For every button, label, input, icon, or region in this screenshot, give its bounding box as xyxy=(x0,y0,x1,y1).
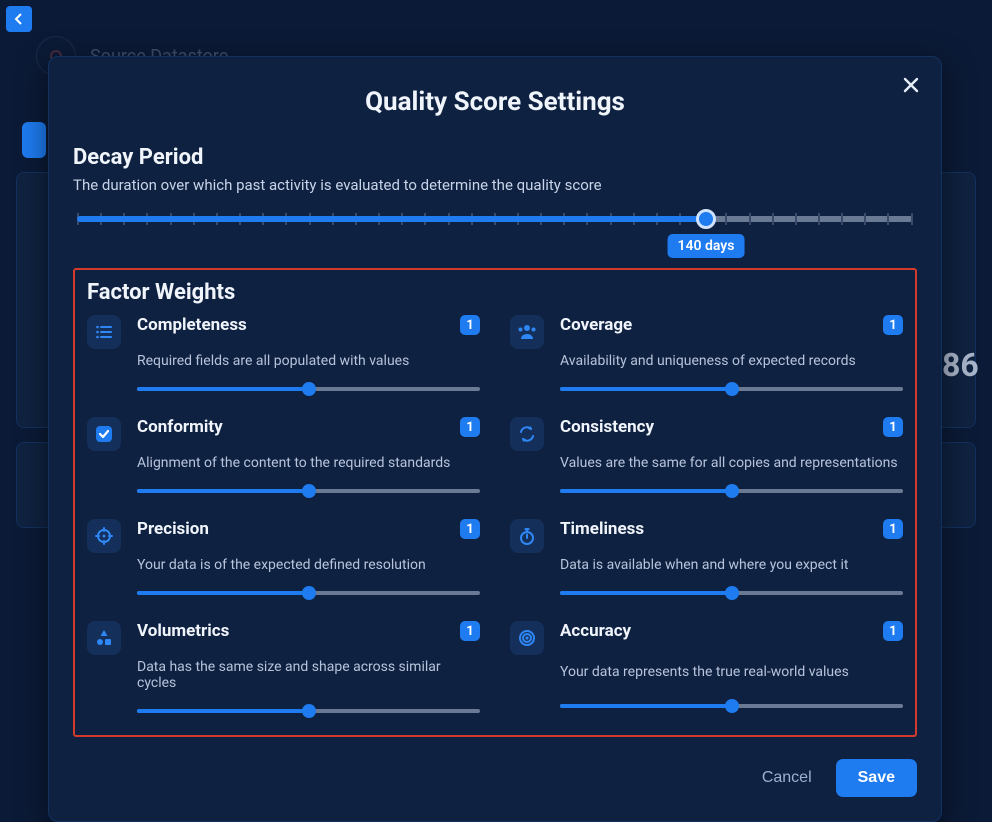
slider-thumb[interactable] xyxy=(302,382,316,396)
chevron-left-icon xyxy=(14,13,24,25)
timeliness-icon xyxy=(510,519,544,553)
modal-actions: Cancel Save xyxy=(73,759,917,797)
decay-period-subtitle: The duration over which past activity is… xyxy=(73,176,917,194)
factor-name: Completeness xyxy=(137,315,247,335)
factor-description: Required fields are all populated with v… xyxy=(137,353,480,369)
factor-description: Alignment of the content to the required… xyxy=(137,455,480,471)
factor-description: Values are the same for all copies and r… xyxy=(560,455,903,471)
factor-name: Timeliness xyxy=(560,519,644,539)
slider-fill xyxy=(560,591,732,595)
bg-accent-pill xyxy=(22,122,46,158)
factor-slider-conformity[interactable] xyxy=(137,483,480,499)
factor-weights-heading: Factor Weights xyxy=(87,280,903,305)
factor-value-badge: 1 xyxy=(460,519,480,539)
factor-slider-precision[interactable] xyxy=(137,585,480,601)
factor-precision: Precision 1 Your data is of the expected d… xyxy=(87,519,480,601)
factor-slider-accuracy[interactable] xyxy=(560,698,903,714)
bg-score-number: 86 xyxy=(942,346,979,384)
factor-slider-coverage[interactable] xyxy=(560,381,903,397)
factor-volumetrics: Volumetrics 1 Data has the same size and s… xyxy=(87,621,480,719)
factor-value-badge: 1 xyxy=(460,621,480,641)
decay-period-heading: Decay Period xyxy=(73,145,917,170)
slider-fill xyxy=(137,387,309,391)
volumetrics-icon xyxy=(87,621,121,655)
consistency-icon xyxy=(510,417,544,451)
slider-fill xyxy=(560,489,732,493)
back-button[interactable] xyxy=(6,6,32,32)
factor-conformity: Conformity 1 Alignment of the content to t… xyxy=(87,417,480,499)
decay-value-badge: 140 days xyxy=(668,234,745,258)
save-button[interactable]: Save xyxy=(836,759,917,797)
modal-title: Quality Score Settings xyxy=(73,87,917,117)
slider-thumb[interactable] xyxy=(302,704,316,718)
slider-thumb[interactable] xyxy=(302,586,316,600)
coverage-icon xyxy=(510,315,544,349)
cancel-button[interactable]: Cancel xyxy=(756,761,818,795)
factor-value-badge: 1 xyxy=(883,621,903,641)
precision-icon xyxy=(87,519,121,553)
factor-slider-volumetrics[interactable] xyxy=(137,703,480,719)
factor-name: Accuracy xyxy=(560,621,631,641)
factor-slider-completeness[interactable] xyxy=(137,381,480,397)
factor-value-badge: 1 xyxy=(883,315,903,335)
close-icon xyxy=(903,77,919,93)
slider-thumb[interactable] xyxy=(725,484,739,498)
factor-value-badge: 1 xyxy=(460,315,480,335)
factor-name: Consistency xyxy=(560,417,654,437)
factor-name: Precision xyxy=(137,519,209,539)
slider-thumb[interactable] xyxy=(302,484,316,498)
accuracy-icon xyxy=(510,621,544,655)
slider-fill xyxy=(560,387,732,391)
close-button[interactable] xyxy=(897,71,925,99)
factor-value-badge: 1 xyxy=(883,519,903,539)
factor-slider-timeliness[interactable] xyxy=(560,585,903,601)
factor-description: Data is available when and where you exp… xyxy=(560,557,903,573)
decay-slider-fill xyxy=(77,216,706,222)
slider-fill xyxy=(137,489,309,493)
factor-value-badge: 1 xyxy=(460,417,480,437)
factor-accuracy: Accuracy 1 Your data represents the true r… xyxy=(510,621,903,719)
slider-fill xyxy=(560,704,732,708)
factor-name: Conformity xyxy=(137,417,223,437)
decay-slider-thumb[interactable] xyxy=(696,209,716,229)
factor-timeliness: Timeliness 1 Data is available when and wh… xyxy=(510,519,903,601)
decay-period-slider[interactable]: 140 days xyxy=(73,210,917,266)
factor-slider-consistency[interactable] xyxy=(560,483,903,499)
factor-name: Volumetrics xyxy=(137,621,229,641)
factor-completeness: Completeness 1 Required fields are all pop… xyxy=(87,315,480,397)
factor-description: Availability and uniqueness of expected … xyxy=(560,353,903,369)
conformity-icon xyxy=(87,417,121,451)
factor-description: Your data represents the true real-world… xyxy=(560,664,903,680)
factor-description: Your data is of the expected defined res… xyxy=(137,557,480,573)
factor-coverage: Coverage 1 Availability and uniqueness of … xyxy=(510,315,903,397)
quality-score-settings-modal: Quality Score Settings Decay Period The … xyxy=(48,56,942,822)
slider-thumb[interactable] xyxy=(725,699,739,713)
slider-fill xyxy=(137,591,309,595)
factor-description: Data has the same size and shape across … xyxy=(137,659,480,691)
slider-fill xyxy=(137,709,309,713)
slider-thumb[interactable] xyxy=(725,382,739,396)
factor-weights-section: Factor Weights Completeness 1 Required fie… xyxy=(73,268,917,737)
completeness-icon xyxy=(87,315,121,349)
slider-thumb[interactable] xyxy=(725,586,739,600)
factor-value-badge: 1 xyxy=(883,417,903,437)
factor-name: Coverage xyxy=(560,315,632,335)
factor-weights-grid: Completeness 1 Required fields are all pop… xyxy=(87,315,903,719)
factor-consistency: Consistency 1 Values are the same for all … xyxy=(510,417,903,499)
